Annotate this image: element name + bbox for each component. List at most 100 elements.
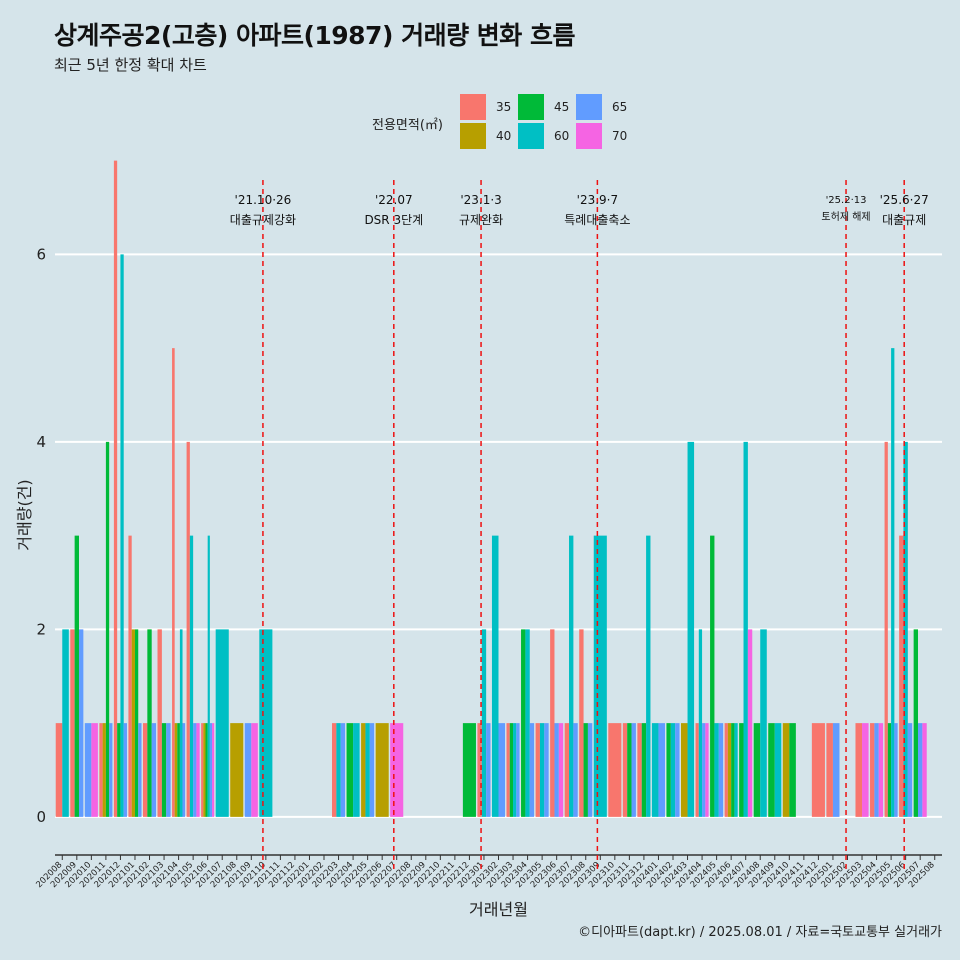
y-tick-label: 4 <box>36 433 46 451</box>
bar-202303-65 <box>516 723 520 817</box>
bar-202506-65 <box>907 723 913 817</box>
bar-202203-35 <box>332 723 337 817</box>
bar-202205-65 <box>369 723 375 817</box>
bar-202405-65 <box>718 723 724 817</box>
legend-label: 40 <box>496 129 512 143</box>
bar-202106-35 <box>201 723 204 817</box>
y-tick-label: 0 <box>36 808 46 826</box>
bar-202503-70 <box>862 723 869 817</box>
bar-202410-40 <box>782 723 790 817</box>
bar-202106-45 <box>205 723 208 817</box>
event-date: '23.1·3 <box>460 193 501 207</box>
bar-202105-70 <box>196 723 200 817</box>
bar-202305-35 <box>535 723 540 817</box>
bar-202301-60 <box>481 629 487 817</box>
bar-202103-45 <box>161 723 167 817</box>
bar-202305-60 <box>539 723 545 817</box>
bar-202010-65 <box>84 723 92 817</box>
bar-202505-45 <box>887 723 892 817</box>
bar-202301-35 <box>477 723 482 817</box>
bar-202506-60 <box>903 441 908 817</box>
source-caption: ©디아파트(dapt.kr) / 2025.08.01 / 자료=국토교통부 실… <box>578 925 942 940</box>
event-date: '23.9·7 <box>577 193 618 207</box>
x-axis-title: 거래년월 <box>469 900 528 919</box>
legend-swatch <box>518 94 544 120</box>
bar-202311-65 <box>631 723 636 817</box>
bar-202402-65 <box>675 723 680 817</box>
bar-202406-40 <box>727 723 732 817</box>
bar-202304-65 <box>529 723 535 817</box>
bar-202412-35 <box>811 723 825 817</box>
bar-202012-60 <box>120 254 124 817</box>
bar-202104-60 <box>179 629 183 817</box>
legend-swatch <box>460 94 486 120</box>
bar-202504-65 <box>874 723 879 817</box>
bar-202106-40 <box>203 723 206 817</box>
bar-202204-60 <box>353 723 360 817</box>
event-date: '25.2·13 <box>826 195 867 206</box>
bar-202101-65 <box>138 723 142 817</box>
bar-202308-45 <box>583 723 588 817</box>
bar-202403-60 <box>687 441 695 817</box>
bar-202501-65 <box>832 723 840 817</box>
y-tick-label: 6 <box>36 245 46 263</box>
bar-202204-45 <box>346 723 354 817</box>
bar-202312-60 <box>646 535 651 817</box>
bar-202505-65 <box>894 723 898 817</box>
bar-202402-60 <box>670 723 676 817</box>
bar-202406-60 <box>734 723 738 817</box>
bar-202010-70 <box>91 723 98 817</box>
bar-202107-60 <box>215 629 229 817</box>
bar-202407-45 <box>739 723 744 817</box>
bar-202304-45 <box>521 629 526 817</box>
bar-202104-45 <box>177 723 180 817</box>
bar-202406-45 <box>731 723 735 817</box>
legend-label: 45 <box>554 100 570 114</box>
bar-202311-45 <box>627 723 632 817</box>
bar-202308-65 <box>587 723 593 817</box>
bar-202309-60 <box>593 535 607 817</box>
legend-swatch <box>460 123 486 149</box>
bar-202301-65 <box>486 723 491 817</box>
bar-202009-45 <box>74 535 79 817</box>
bar-202405-45 <box>710 535 715 817</box>
bar-202011-35 <box>99 723 103 817</box>
bar-202108-40 <box>230 723 244 817</box>
bar-202104-65 <box>182 723 186 817</box>
bar-202011-40 <box>102 723 106 817</box>
event-label: 대출규제강화 <box>230 213 296 227</box>
bar-202404-65 <box>702 723 706 817</box>
legend-label: 70 <box>612 129 628 143</box>
bar-202408-45 <box>753 723 761 817</box>
bar-202103-35 <box>157 629 162 817</box>
bar-202011-45 <box>105 441 110 817</box>
event-label: 토허제 해제 <box>821 210 870 223</box>
bar-202402-45 <box>666 723 671 817</box>
bar-202306-35 <box>550 629 555 817</box>
bar-202507-65 <box>918 723 923 817</box>
bar-202307-60 <box>569 535 574 817</box>
bar-202312-45 <box>641 723 647 817</box>
event-label: DSR 3단계 <box>364 213 423 227</box>
bar-202507-70 <box>922 723 927 817</box>
bar-202110-60 <box>259 629 273 817</box>
legend-label: 35 <box>496 100 512 114</box>
bar-202205-40 <box>361 723 366 817</box>
bar-202507-45 <box>913 629 919 817</box>
chart-subtitle: 최근 5년 한정 확대 차트 <box>54 56 207 74</box>
bar-202105-65 <box>193 723 197 817</box>
bar-202409-60 <box>774 723 782 817</box>
bar-202203-60 <box>336 723 341 817</box>
legend-swatch <box>576 123 602 149</box>
bar-202305-65 <box>544 723 549 817</box>
bar-202306-65 <box>554 723 559 817</box>
bar-202302-65 <box>498 723 506 817</box>
bar-202405-60 <box>714 723 719 817</box>
y-axis-title: 거래량(건) <box>15 479 34 550</box>
legend-title: 전용면적(㎡) <box>372 118 443 133</box>
bar-202312-35 <box>637 723 642 817</box>
bar-202012-35 <box>113 160 118 817</box>
bar-202307-65 <box>573 723 578 817</box>
bar-202403-40 <box>680 723 688 817</box>
